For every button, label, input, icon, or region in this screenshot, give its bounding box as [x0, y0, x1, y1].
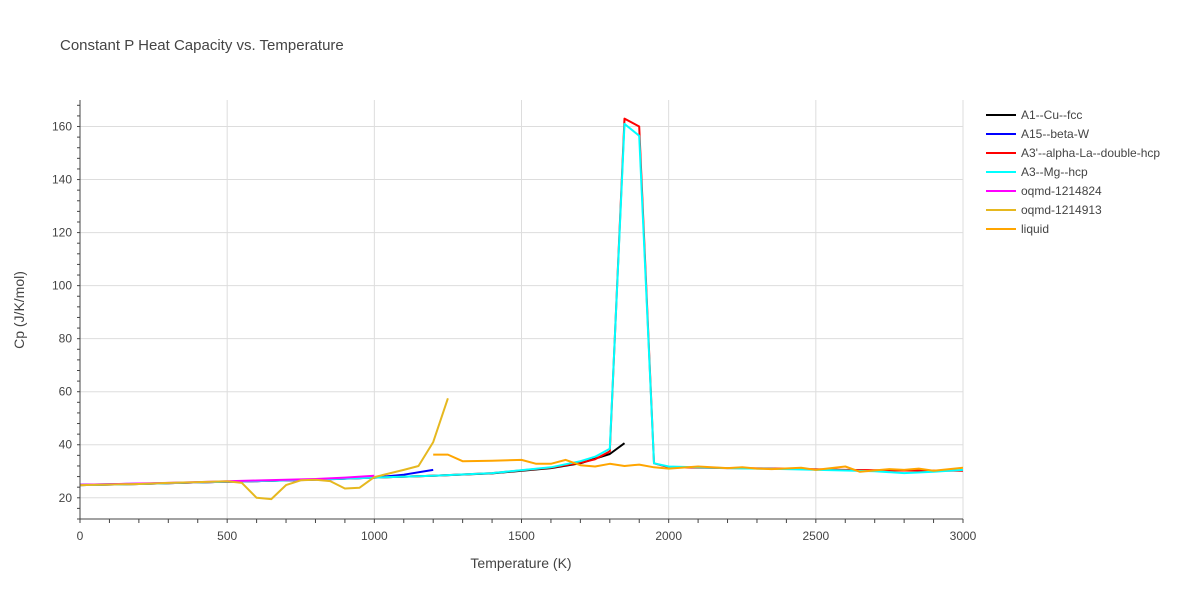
- y-tick-label: 80: [59, 332, 73, 346]
- y-tick-label: 160: [52, 120, 72, 134]
- series-line-5: [79, 397, 449, 501]
- y-tick-label: 40: [59, 438, 73, 452]
- legend-label: A1--Cu--fcc: [1021, 108, 1082, 122]
- y-axis-title: Cp (J/K/mol): [11, 271, 27, 349]
- x-tick-label: 1500: [508, 529, 535, 543]
- x-tick-label: 0: [77, 529, 84, 543]
- x-axis-title: Temperature (K): [470, 555, 571, 571]
- legend-item[interactable]: A1--Cu--fcc: [986, 108, 1082, 122]
- legend-label: A3'--alpha-La--double-hcp: [1021, 146, 1160, 160]
- legend-label: oqmd-1214824: [1021, 184, 1102, 198]
- axes: 0 500 1000 1500 2000 2500 3000 20 40 60 80 100 120 14…: [52, 100, 977, 543]
- legend-item[interactable]: liquid: [986, 222, 1049, 236]
- y-tick-label: 140: [52, 173, 72, 187]
- series-line-6: [433, 453, 964, 473]
- y-tick-label: 120: [52, 226, 72, 240]
- legend-item[interactable]: oqmd-1214913: [986, 203, 1102, 217]
- x-tick-label: 500: [217, 529, 237, 543]
- legend[interactable]: A1--Cu--fcc A15--beta-W A3'--alpha-La--dou…: [986, 108, 1160, 236]
- x-tick-label: 2500: [802, 529, 829, 543]
- legend-item[interactable]: A3'--alpha-La--double-hcp: [986, 146, 1160, 160]
- x-tick-label: 1000: [361, 529, 388, 543]
- legend-label: A3--Mg--hcp: [1021, 165, 1088, 179]
- legend-item[interactable]: A15--beta-W: [986, 127, 1090, 141]
- legend-label: A15--beta-W: [1021, 127, 1090, 141]
- chart-title: Constant P Heat Capacity vs. Temperature: [60, 37, 344, 54]
- plot-area: [79, 117, 964, 501]
- legend-item[interactable]: oqmd-1214824: [986, 184, 1102, 198]
- y-tick-label: 60: [59, 385, 73, 399]
- grid-lines: [80, 100, 964, 519]
- x-tick-label: 2000: [655, 529, 682, 543]
- y-tick-label: 20: [59, 491, 73, 505]
- legend-item[interactable]: A3--Mg--hcp: [986, 165, 1088, 179]
- y-tick-label: 100: [52, 279, 72, 293]
- legend-label: oqmd-1214913: [1021, 203, 1102, 217]
- x-tick-label: 3000: [950, 529, 977, 543]
- legend-label: liquid: [1021, 222, 1049, 236]
